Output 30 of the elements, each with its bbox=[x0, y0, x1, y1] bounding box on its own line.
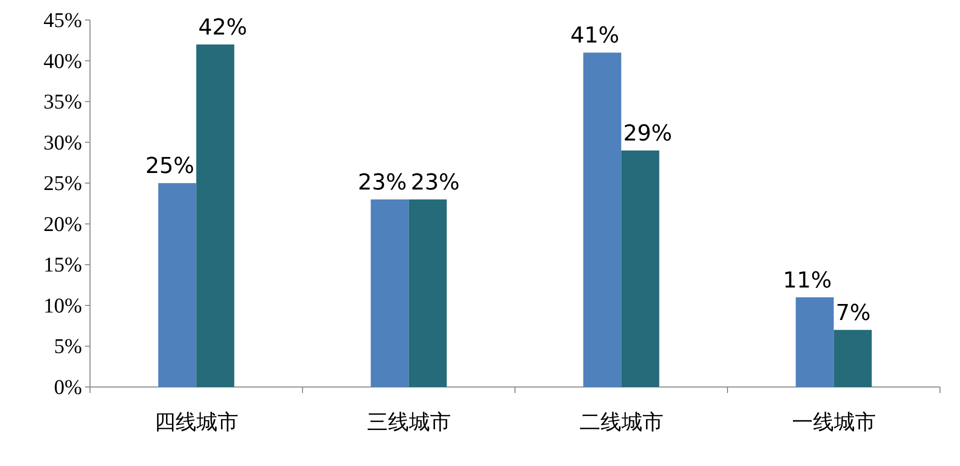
bar bbox=[621, 150, 660, 387]
y-tick-label: 30% bbox=[44, 130, 82, 154]
data-label: 23% bbox=[358, 170, 407, 196]
bar bbox=[796, 297, 834, 387]
data-label: 29% bbox=[623, 121, 672, 146]
x-tick-label: 四线城市 bbox=[154, 410, 238, 434]
data-label: 41% bbox=[570, 24, 620, 49]
data-label: 23% bbox=[410, 170, 460, 196]
data-label: 11% bbox=[782, 268, 832, 294]
y-tick-label: 10% bbox=[44, 293, 82, 318]
bar bbox=[196, 44, 234, 387]
y-tick-label: 5% bbox=[54, 334, 82, 358]
x-tick-label: 三线城市 bbox=[366, 410, 451, 434]
y-tick-label: 45% bbox=[44, 8, 82, 32]
bar bbox=[158, 183, 196, 387]
bar bbox=[370, 199, 409, 387]
y-tick-label: 40% bbox=[44, 48, 82, 73]
x-tick-label: 二线城市 bbox=[579, 410, 664, 434]
y-tick-label: 35% bbox=[44, 90, 82, 114]
bar bbox=[583, 52, 622, 387]
data-label: 25% bbox=[145, 154, 194, 180]
bar bbox=[408, 199, 447, 387]
x-tick-label: 一线城市 bbox=[792, 410, 876, 434]
bar bbox=[834, 330, 872, 387]
y-tick-label: 25% bbox=[44, 171, 82, 196]
y-tick-label: 20% bbox=[44, 212, 82, 236]
data-label: 42% bbox=[198, 15, 248, 40]
data-label: 7% bbox=[836, 300, 871, 326]
y-tick-label: 0% bbox=[54, 375, 82, 399]
y-tick-label: 15% bbox=[44, 252, 82, 277]
